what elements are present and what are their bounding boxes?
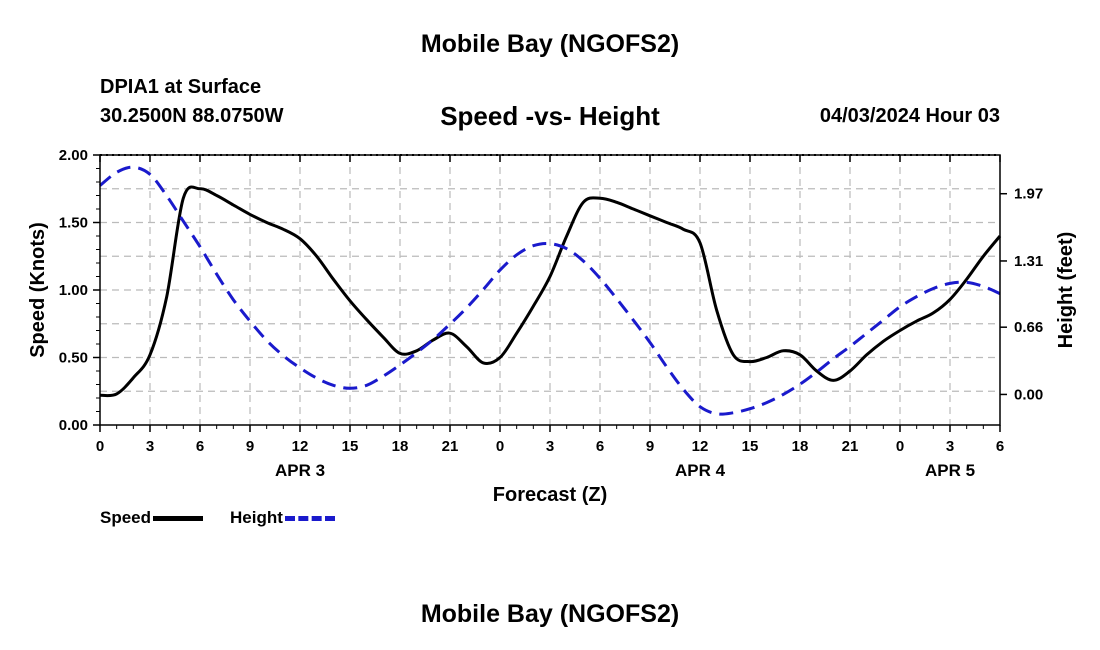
legend-item-speed: Speed: [100, 508, 204, 528]
x-tick-label: 6: [196, 438, 204, 455]
y-tick-label-left: 1.00: [59, 282, 88, 299]
y-tick-label-right: 1.31: [1014, 253, 1043, 270]
x-tick-label: 0: [496, 438, 504, 455]
chart-title: Mobile Bay (NGOFS2): [420, 30, 680, 58]
x-tick-label: 6: [596, 438, 604, 455]
x-tick-label: 12: [692, 438, 709, 455]
x-tick-label: 15: [742, 438, 759, 455]
station-label: DPIA1 at Surface: [100, 76, 262, 98]
y-axis-title-right: Height (feet): [1055, 232, 1077, 349]
x-tick-label: 21: [842, 438, 859, 455]
x-tick-label: 3: [146, 438, 154, 455]
x-day-label: APR 4: [675, 461, 726, 480]
series-layer: [99, 165, 1002, 416]
series-line-speed: [99, 185, 1002, 398]
y-tick-label-left: 1.50: [59, 215, 88, 232]
x-axis-title: Forecast (Z): [493, 484, 607, 506]
axis-labels: 0 3 6 9 12 15 18 21 0 3 6 9 12 15 18 21 0 3 6 APR 3 APR 4 APR…: [27, 147, 1077, 506]
x-tick-label: 12: [292, 438, 309, 455]
x-day-label: APR 5: [925, 461, 975, 480]
y-tick-label-right: 0.00: [1014, 386, 1043, 403]
x-tick-label: 6: [996, 438, 1004, 455]
y-tick-label-left: 0.50: [59, 350, 88, 367]
x-tick-label: 18: [792, 438, 809, 455]
forecast-datetime: 04/03/2024 Hour 03: [819, 105, 1000, 127]
footer-title: Mobile Bay (NGOFS2): [420, 600, 680, 628]
x-day-label: APR 3: [275, 461, 325, 480]
legend-height-label: Height: [230, 508, 283, 527]
x-tick-label: 9: [246, 438, 254, 455]
x-tick-label: 0: [96, 438, 104, 455]
y-axis-title-left: Speed (Knots): [27, 222, 49, 358]
axes: [93, 154, 1007, 432]
legend-item-height: Height: [230, 508, 335, 528]
y-tick-label-right: 1.97: [1014, 186, 1043, 203]
x-tick-label: 9: [646, 438, 654, 455]
legend-height-swatch: [284, 516, 335, 522]
legend-speed-label: Speed: [100, 508, 152, 527]
y-tick-label-right: 0.66: [1014, 319, 1043, 336]
legend-speed-swatch: [153, 516, 204, 522]
x-tick-label: 3: [546, 438, 554, 455]
x-tick-label: 18: [392, 438, 409, 455]
x-tick-label: 0: [896, 438, 904, 455]
grid: [100, 155, 1000, 425]
x-tick-label: 15: [342, 438, 359, 455]
y-tick-label-left: 2.00: [59, 147, 88, 164]
x-tick-label: 21: [442, 438, 459, 455]
chart-subtitle: Speed -vs- Height: [440, 101, 660, 131]
coordinates-label: 30.2500N 88.0750W: [100, 105, 284, 127]
x-tick-label: 3: [946, 438, 954, 455]
y-tick-label-left: 0.00: [59, 417, 88, 434]
